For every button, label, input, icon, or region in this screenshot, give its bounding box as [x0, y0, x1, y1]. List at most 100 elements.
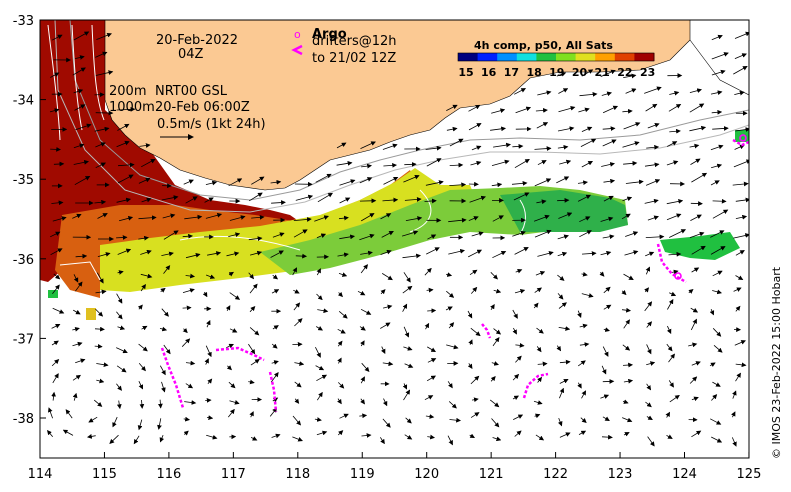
current-vector [512, 327, 517, 335]
current-vector [646, 321, 653, 328]
current-vector [138, 177, 151, 184]
current-vector [53, 161, 65, 167]
current-vector [339, 197, 351, 204]
current-vector [689, 143, 700, 149]
current-vector [470, 412, 480, 418]
current-vector [162, 213, 176, 219]
current-vector [139, 143, 151, 148]
current-vector [426, 287, 434, 293]
current-vector [559, 359, 571, 365]
colorbar-segment [477, 53, 498, 61]
current-vector [557, 274, 565, 281]
colorbar-segment [458, 53, 479, 61]
current-vector [184, 400, 197, 405]
current-vector [50, 72, 60, 78]
current-vector [112, 416, 118, 428]
current-vector [602, 234, 615, 240]
streamline-1 [47, 24, 61, 141]
current-vector [249, 327, 260, 336]
current-vector [557, 293, 564, 300]
current-vector [625, 231, 639, 237]
current-vector [141, 197, 152, 203]
current-vector [339, 413, 349, 419]
colorbar-frame [457, 52, 655, 62]
current-vector [426, 247, 440, 255]
current-vector [513, 192, 530, 201]
current-vector [445, 272, 453, 277]
current-vector [512, 143, 524, 149]
current-vector [734, 31, 749, 39]
current-vector [665, 411, 671, 418]
current-vector [515, 342, 525, 348]
current-vector [72, 67, 86, 76]
current-vector [644, 86, 662, 94]
current-vector [137, 419, 143, 431]
current-vector [644, 287, 649, 293]
current-vector [577, 194, 592, 202]
current-vector [601, 365, 607, 375]
current-vector [512, 230, 526, 237]
current-vector [383, 304, 393, 310]
current-vector [339, 179, 356, 186]
current-vector [337, 252, 349, 258]
current-vector [691, 396, 699, 402]
current-vector [94, 343, 103, 349]
current-vector [117, 123, 130, 131]
current-vector [272, 325, 279, 330]
current-vector [711, 69, 726, 76]
current-vector [402, 253, 421, 259]
current-vector [712, 198, 727, 204]
current-vector [424, 322, 430, 330]
current-time-label: 20-Feb 06:00Z [155, 100, 250, 115]
current-vector [556, 176, 570, 184]
current-vector [710, 418, 722, 425]
current-vector [536, 199, 547, 205]
current-vector [733, 66, 748, 75]
current-vector [577, 382, 582, 389]
current-vector [581, 69, 594, 77]
current-vector [449, 162, 464, 168]
current-vector [512, 373, 520, 381]
current-vector [94, 199, 107, 205]
current-vector [735, 275, 744, 281]
drifter-track-4 [481, 323, 492, 339]
current-vector [731, 437, 737, 447]
current-vector [293, 217, 312, 222]
current-vector [581, 126, 593, 132]
current-vector [380, 249, 392, 255]
current-vector [622, 344, 631, 351]
current-vector [602, 105, 619, 114]
current-vector [511, 180, 528, 186]
current-vector [62, 429, 74, 436]
current-vector [425, 180, 444, 186]
current-vector [625, 88, 637, 94]
current-vector [427, 308, 437, 314]
current-vector [317, 192, 333, 203]
current-vector [139, 399, 145, 409]
current-vector [361, 433, 372, 438]
current-vector [133, 435, 140, 445]
current-vector [711, 109, 723, 115]
current-vector [293, 289, 300, 294]
current-vector [337, 398, 342, 405]
sst-patch-small-2 [48, 290, 58, 298]
current-vector [96, 362, 109, 368]
streamline-3 [91, 24, 105, 121]
current-vector [668, 353, 675, 363]
current-vector [75, 281, 83, 292]
current-vector [270, 179, 282, 185]
current-vector [53, 273, 61, 280]
current-vector [579, 342, 590, 347]
current-vector [359, 233, 375, 241]
current-vector [316, 268, 321, 276]
current-vector [271, 343, 278, 349]
streamline-2 [71, 24, 83, 131]
x-tick-label: 118 [285, 467, 310, 482]
current-vector [315, 347, 321, 358]
current-vector [249, 250, 263, 256]
current-vector [689, 376, 698, 384]
current-vector [600, 250, 612, 256]
colorbar-tick-label: 16 [481, 66, 497, 79]
current-vector [292, 267, 297, 276]
current-vector [205, 212, 223, 219]
